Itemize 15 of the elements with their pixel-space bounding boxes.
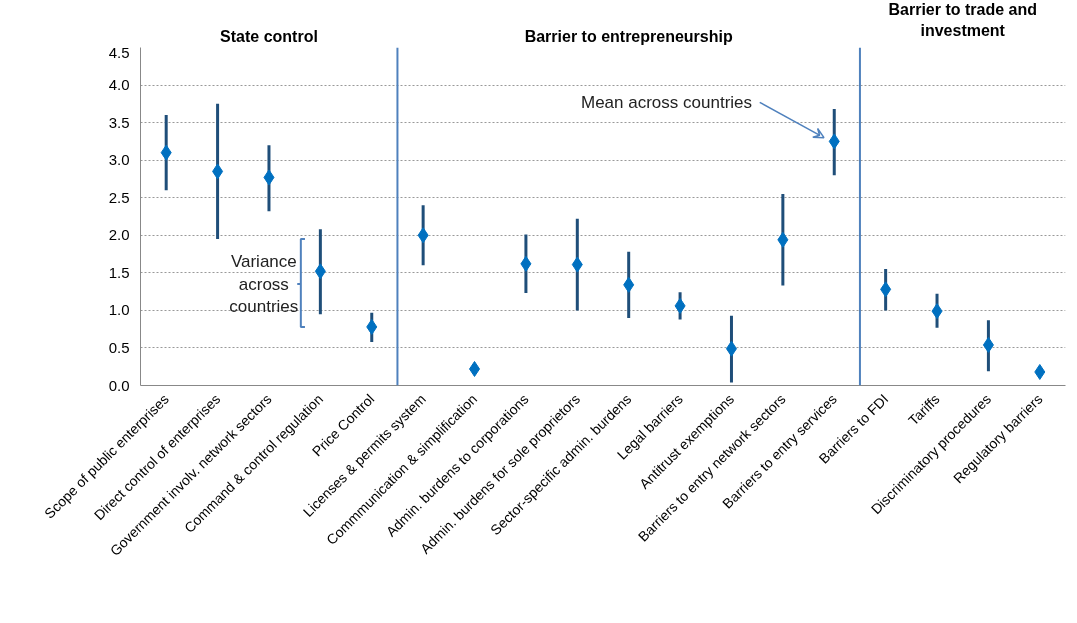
y-tick-label: 3.5 <box>108 113 130 131</box>
y-tick-label: 4.5 <box>108 43 130 61</box>
y-tick-label: 4.0 <box>108 76 130 94</box>
y-tick-label: 2.0 <box>108 226 130 244</box>
y-tick-label: 0.5 <box>108 338 130 356</box>
annotation: Variance across countries <box>229 251 299 317</box>
text: Barrier to trade and investment <box>888 1 1037 39</box>
y-tick-label: 3.0 <box>108 151 130 169</box>
y-tick-label: 1.5 <box>108 263 130 281</box>
annotation: Mean across countries <box>581 92 753 112</box>
y-tick-label: 1.0 <box>108 301 130 319</box>
y-tick-label: 0.0 <box>108 376 130 394</box>
y-tick-label: 2.5 <box>108 188 130 206</box>
text: Barrier to entrepreneurship <box>524 28 733 46</box>
text: State control <box>220 28 318 46</box>
